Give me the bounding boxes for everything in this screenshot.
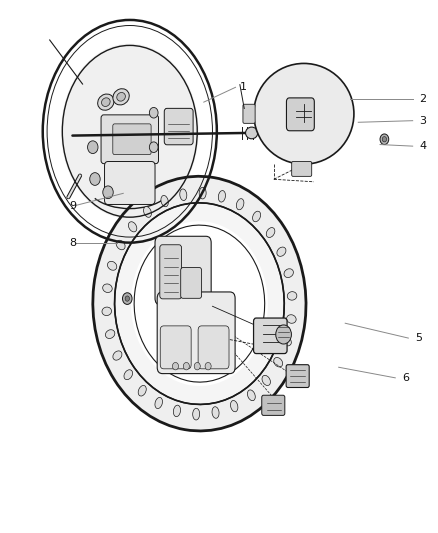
Ellipse shape: [282, 337, 291, 346]
Ellipse shape: [254, 63, 354, 164]
Ellipse shape: [284, 269, 293, 278]
FancyBboxPatch shape: [105, 161, 155, 205]
FancyBboxPatch shape: [198, 326, 229, 369]
Ellipse shape: [193, 408, 200, 420]
Circle shape: [125, 296, 130, 301]
Text: 5: 5: [415, 333, 422, 343]
Circle shape: [123, 293, 132, 304]
Ellipse shape: [102, 284, 112, 293]
Text: 9: 9: [69, 200, 76, 211]
Ellipse shape: [218, 191, 226, 202]
Ellipse shape: [113, 88, 129, 105]
Ellipse shape: [277, 247, 286, 256]
Ellipse shape: [128, 222, 137, 232]
Circle shape: [88, 141, 98, 154]
FancyBboxPatch shape: [286, 98, 314, 131]
Ellipse shape: [138, 385, 146, 396]
Ellipse shape: [102, 98, 110, 107]
Ellipse shape: [117, 93, 125, 101]
FancyBboxPatch shape: [155, 236, 211, 305]
FancyBboxPatch shape: [101, 115, 159, 164]
Ellipse shape: [212, 407, 219, 418]
Ellipse shape: [286, 314, 296, 324]
Ellipse shape: [247, 390, 255, 401]
FancyBboxPatch shape: [262, 395, 285, 415]
Circle shape: [173, 362, 179, 370]
Text: 6: 6: [402, 373, 409, 383]
Ellipse shape: [230, 400, 238, 412]
FancyBboxPatch shape: [160, 326, 191, 369]
Ellipse shape: [102, 307, 112, 316]
Ellipse shape: [124, 370, 133, 379]
Text: 8: 8: [69, 238, 76, 248]
Ellipse shape: [116, 240, 125, 250]
Text: 4: 4: [419, 141, 426, 151]
Ellipse shape: [199, 187, 206, 199]
Ellipse shape: [115, 203, 284, 405]
Circle shape: [184, 362, 189, 370]
Circle shape: [205, 362, 211, 370]
FancyBboxPatch shape: [157, 292, 235, 374]
Circle shape: [194, 362, 200, 370]
Ellipse shape: [173, 405, 180, 417]
FancyBboxPatch shape: [243, 104, 255, 123]
FancyBboxPatch shape: [292, 161, 312, 176]
Ellipse shape: [98, 94, 114, 110]
Text: 1: 1: [240, 82, 247, 92]
Ellipse shape: [246, 127, 258, 139]
Circle shape: [149, 142, 158, 152]
FancyBboxPatch shape: [181, 268, 201, 298]
Circle shape: [276, 325, 291, 344]
Ellipse shape: [287, 292, 297, 300]
Ellipse shape: [262, 375, 270, 385]
Ellipse shape: [180, 189, 187, 200]
FancyBboxPatch shape: [254, 318, 287, 353]
Ellipse shape: [106, 330, 115, 338]
Ellipse shape: [131, 221, 268, 386]
Ellipse shape: [253, 211, 261, 222]
Ellipse shape: [107, 261, 117, 270]
FancyBboxPatch shape: [113, 124, 151, 155]
Ellipse shape: [266, 228, 275, 238]
Text: 2: 2: [419, 94, 426, 104]
Circle shape: [149, 108, 158, 118]
Circle shape: [90, 173, 100, 185]
Ellipse shape: [274, 358, 283, 367]
Ellipse shape: [113, 351, 122, 360]
Text: 3: 3: [419, 116, 426, 126]
Circle shape: [382, 136, 387, 142]
FancyBboxPatch shape: [286, 365, 309, 387]
Ellipse shape: [155, 398, 162, 409]
Ellipse shape: [161, 196, 168, 207]
Ellipse shape: [93, 176, 306, 431]
Ellipse shape: [61, 44, 198, 219]
Ellipse shape: [237, 199, 244, 210]
Circle shape: [103, 186, 113, 199]
Circle shape: [380, 134, 389, 144]
Ellipse shape: [144, 207, 152, 217]
FancyBboxPatch shape: [164, 108, 193, 145]
FancyBboxPatch shape: [160, 245, 182, 299]
